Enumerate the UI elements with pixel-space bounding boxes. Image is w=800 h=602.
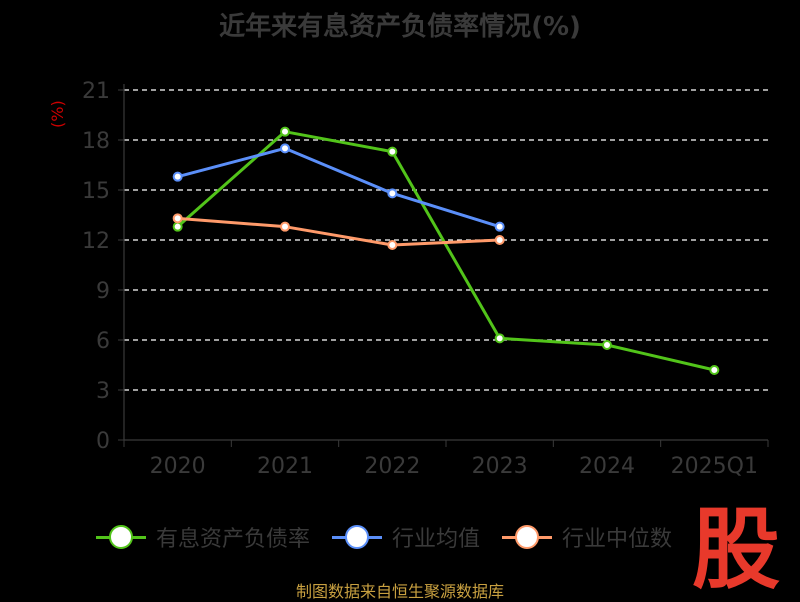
series-line-2 [177,146,501,229]
legend-label: 行业中位数 [562,527,673,552]
data-point-series-1 [602,340,612,350]
data-source-note: 制图数据来自恒生聚源数据库 [295,582,504,601]
legend-label: 行业均值 [392,527,481,552]
legend-label: 有息资产负债率 [156,527,311,552]
y-tick-label: 21 [82,79,110,104]
x-tick-label: 2025Q1 [671,454,758,479]
data-point-series-1 [494,333,505,344]
data-point-series-3 [172,213,183,224]
data-point-series-2 [387,188,398,199]
data-point-series-3 [280,221,290,232]
data-point-series-1 [709,365,720,375]
x-tick-label: 2020 [150,454,206,479]
x-tick-label: 2021 [257,454,313,479]
y-tick-label: 9 [96,279,110,304]
series-line-3 [177,216,500,247]
data-point-series-2 [494,221,505,232]
legend-item-series-3[interactable]: 行业中位数 [502,521,672,553]
legend-marker-icon [96,524,146,550]
legend-item-series-1[interactable]: 有息资产负债率 [96,521,310,553]
x-tick-label: 2022 [364,454,420,479]
data-point-series-2 [172,171,183,182]
legend-marker-icon [502,524,553,550]
chart-title: 近年来有息资产负债率情况(%) [219,12,581,42]
y-tick-label: 15 [82,179,110,204]
legend: 有息资产负债率 行业均值 行业中位数 [96,520,694,554]
data-point-series-1 [280,126,290,137]
x-tick-label: 2023 [472,454,528,479]
series-line-1 [176,130,715,372]
y-tick-label: 6 [96,329,110,354]
y-tick-label: 12 [82,229,110,254]
data-point-series-3 [494,235,505,245]
y-tick-label: 0 [96,429,110,454]
legend-item-series-2[interactable]: 行业均值 [332,521,480,553]
y-tick-label: 18 [82,129,110,154]
data-point-series-2 [280,143,290,154]
data-point-series-1 [172,221,183,232]
watermark-glyph: 股 [692,500,780,590]
y-tick-label: 3 [96,379,110,404]
x-tick-label: 2024 [579,454,635,479]
data-point-series-3 [387,240,398,250]
legend-marker-icon [332,524,383,550]
data-point-series-1 [387,146,398,157]
watermark-logo: 股 [692,500,780,590]
